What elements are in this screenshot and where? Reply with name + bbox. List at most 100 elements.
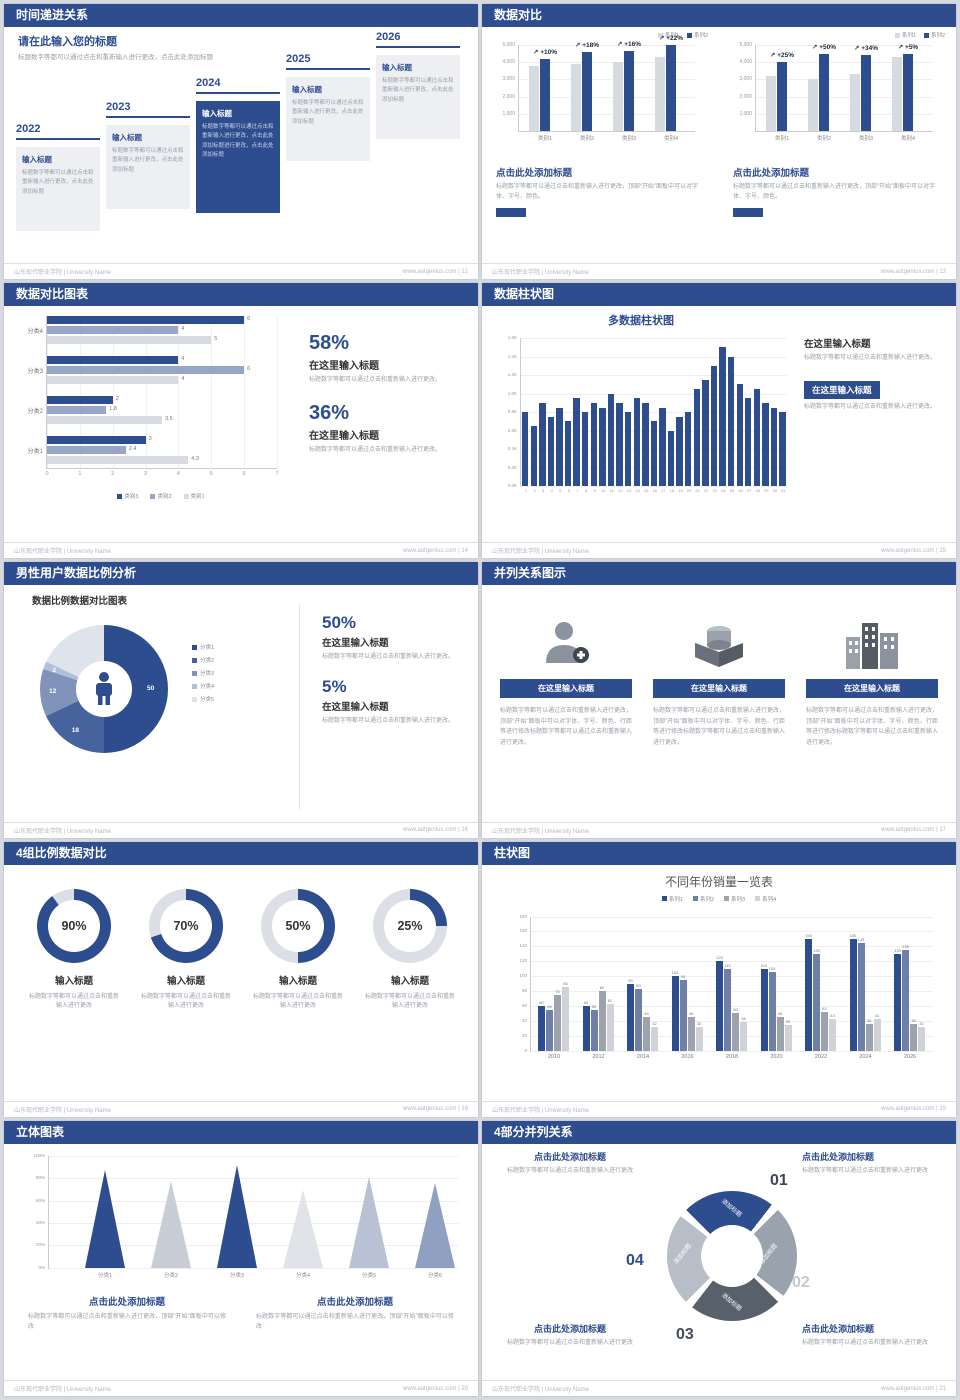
text-block: 点击此处添加标题 标题数字等都可以通过点击和重新输入进行更改 xyxy=(496,1322,644,1349)
slide-data-comparison[interactable]: 数据对比 系列1 系列2 5,000 4,000 3,000 2,000 1,000 ↗ +1… xyxy=(482,4,956,280)
bar xyxy=(547,416,555,487)
x-axis-label: 13 xyxy=(626,488,632,494)
legend-item: 分类3 xyxy=(192,669,214,677)
slide-body: 在这里输入标题 标题数字等都可以通过点击和重新输入进行更改，顶部“开始”面板中可… xyxy=(482,585,956,821)
value-label: 43 xyxy=(830,1012,835,1018)
x-axis-label: 分类3 xyxy=(229,1272,245,1279)
x-axis-label: 20 xyxy=(686,488,692,494)
page-number: 15 xyxy=(939,547,946,554)
legend-swatch xyxy=(183,493,189,499)
gridline xyxy=(756,45,932,46)
bar xyxy=(598,991,606,1051)
value-label: 130 xyxy=(894,947,901,953)
chart-legend: 系列1 系列2 xyxy=(894,31,945,39)
item-body: 标题数字等都可以通过点击和重新输入进行更改，顶部“开始”面板中可以对字体、字号、… xyxy=(806,708,939,746)
x-axis-label: 4 xyxy=(176,471,180,478)
y-axis-label: 4,000 xyxy=(502,59,515,66)
bar xyxy=(633,398,640,487)
slide-comparison-chart[interactable]: 数据对比图表 0 1 2 3 4 5 6 7 分类4 6 4 5 分类3 4 6 4 分类2 2 1.8 3.5 分类1… xyxy=(4,283,478,559)
legend-swatch xyxy=(755,896,761,902)
value-label: 4 xyxy=(181,376,185,383)
text-column: 在这里输入标题 标题数字等都可以通过点击和重新输入进行更改。 在这里输入标题 标题数字… xyxy=(804,336,944,429)
y-axis-label: 60 xyxy=(521,1002,527,1008)
y-axis-label: 1,000 xyxy=(502,110,515,117)
y-axis-label: 3,000 xyxy=(502,76,515,83)
y-axis-label: 0.0K xyxy=(507,483,517,489)
x-axis-label: 14 xyxy=(635,488,640,494)
bar xyxy=(740,1022,747,1051)
slide-title: 数据柱状图 xyxy=(482,283,956,307)
bar xyxy=(635,988,642,1051)
segment-label: 12 xyxy=(49,688,57,696)
slide-four-part-relation[interactable]: 4部分并列关系 点击此处添加标题 标题数字等都可以通过点击和重新输入进行更改 点… xyxy=(482,1120,956,1396)
slide-time-progression[interactable]: 时间递进关系 请在此输入您的标题 标题数字等都可以通过点击和重新输入进行更改，点… xyxy=(4,4,478,280)
cycle-diagram: 添加标题 添加标题 添加标题 添加标题 01 02 03 04 xyxy=(626,1166,822,1356)
bar xyxy=(47,446,126,455)
value-label: 3 xyxy=(148,436,152,443)
bar xyxy=(679,979,687,1051)
bar-change-label: ↗ +10% xyxy=(532,48,558,56)
legend-label: 分类5 xyxy=(200,697,215,704)
bar xyxy=(849,938,857,1051)
slide-male-user-ratio[interactable]: 男性用户数据比例分析 数据比例数据对比图表 50 18 12 2 分类1 分类2 分类3 分… xyxy=(4,562,478,838)
x-axis-label: 10 xyxy=(600,488,606,494)
progress-ring: 90% xyxy=(37,888,111,963)
y-axis-label: 20% xyxy=(35,1242,45,1248)
value-label: 5 xyxy=(214,336,218,343)
x-axis-label: 2024 xyxy=(859,1053,872,1060)
bar xyxy=(590,1009,598,1051)
chart-plot: 100% 80% 60% 40% 20% 0% 分类1 分类2 分类3 分类4 分类5 分类6 xyxy=(33,1153,459,1279)
chart-plot: 180 160 140 120 100 80 60 40 20 0 60 55 75 85 2010 60 55… xyxy=(519,914,933,1060)
timeline-box-body: 标题数字等都可以通过点击和重新输入进行更改，点击此处添加标题 xyxy=(22,170,94,195)
gridline xyxy=(531,1005,933,1007)
footer-school: 山东现代职业学院 | University Name xyxy=(492,270,589,277)
timeline-box-title: 输入标题 xyxy=(202,109,232,118)
timeline-box-title: 输入标题 xyxy=(22,155,52,164)
y-axis-label: 40% xyxy=(35,1219,45,1225)
step-number: 01 xyxy=(770,1171,788,1189)
bar xyxy=(522,412,529,487)
bar xyxy=(642,402,649,487)
bar xyxy=(573,398,580,487)
legend-item: 系列1 xyxy=(894,31,916,39)
slide-four-ratio-comparison[interactable]: 4组比例数据对比 90% 输入标题 标题数字等都可以通过点击和重新输入进行更改 70%… xyxy=(4,841,478,1117)
progress-ring: 25% xyxy=(373,888,447,963)
legend-label: 系列3 xyxy=(731,896,746,903)
stat-column: 50% 在这里输入标题 标题数字等都可以通过点击和重新输入进行更改。 5% 在这里输入标… xyxy=(322,613,467,740)
page-number: 21 xyxy=(939,1385,946,1392)
timeline-item: 2023 输入标题 标题数字等都可以通过点击和重新输入进行更改，点击此处添加标题 xyxy=(106,101,190,209)
chart-legend: 系列1 系列2 系列3 系列4 xyxy=(482,895,956,903)
slide-bar-chart[interactable]: 柱状图 不同年份销量一览表 系列1 系列2 系列3 系列4 180 160 140 120 1… xyxy=(482,841,956,1117)
block-title: 点击此处添加标题 xyxy=(802,1323,875,1334)
legend-swatch xyxy=(686,32,692,38)
bar xyxy=(538,1005,545,1051)
bar xyxy=(582,1005,590,1051)
legend-item: 系列1 xyxy=(657,31,679,39)
gridline xyxy=(211,316,213,469)
legend-label: 系列2 xyxy=(699,896,714,903)
legend-label: 分类3 xyxy=(200,671,215,678)
bar xyxy=(693,389,700,487)
block-title: 点击此处添加标题 xyxy=(533,1151,606,1162)
timeline-year: 2022 xyxy=(16,123,100,140)
bar xyxy=(760,968,768,1051)
value-label: 150 xyxy=(805,932,812,938)
block-title: 在这里输入标题 xyxy=(804,339,871,351)
slide-parallel-relationship[interactable]: 并列关系图示 在这里输入标题 标题数字等都可以通过点击和重新输入进行更改，顶部“… xyxy=(482,562,956,838)
stat-percent: 5% xyxy=(322,676,347,696)
value-label: 6 xyxy=(247,316,251,323)
slide-column-chart[interactable]: 数据柱状图 多数据柱状图 1.6K 1.4K 1.2K 1.0K 0.8K 0.6K 0.4… xyxy=(482,283,956,559)
footer-site: www.aotgenius.com xyxy=(881,547,935,554)
slide-3d-chart[interactable]: 立体图表 100% 80% 60% 40% 20% 0% 分类1 分类2 分类3 分类4 分类5 分类… xyxy=(4,1120,478,1396)
gridline xyxy=(49,1155,459,1157)
footer-school: 山东现代职业学院 | University Name xyxy=(14,549,111,556)
x-axis-label: 分类5 xyxy=(361,1272,377,1279)
ring-hole xyxy=(701,1224,763,1287)
bar xyxy=(719,347,726,487)
x-axis-label: 6 xyxy=(567,488,570,494)
chart-title: 不同年份销量一览表 xyxy=(664,874,773,889)
x-axis-label: 3 xyxy=(542,488,545,494)
bar xyxy=(564,421,572,487)
x-axis-label: 分类4 xyxy=(295,1272,311,1279)
gridline xyxy=(145,316,147,469)
